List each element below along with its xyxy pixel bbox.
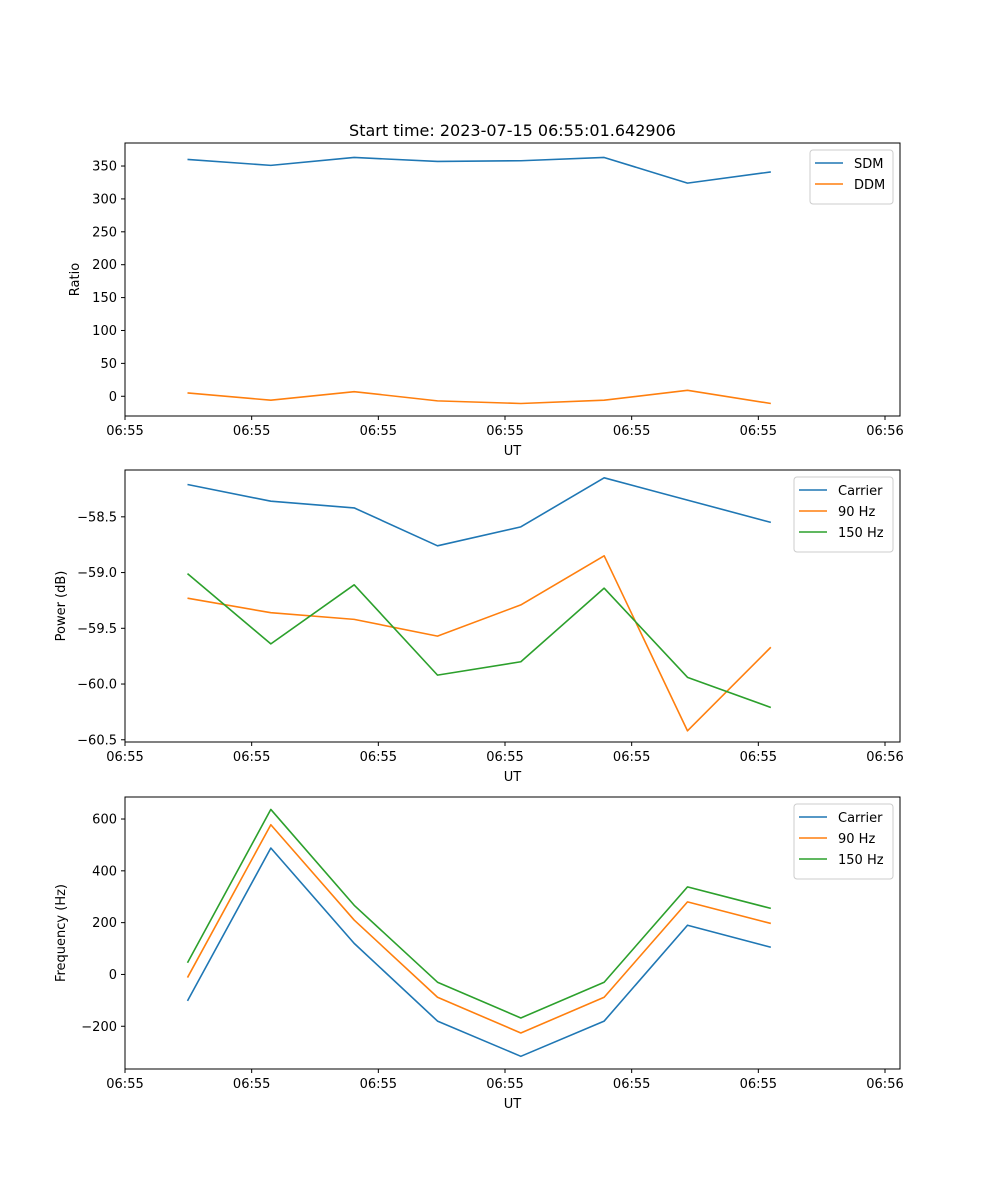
series-line-90-hz [186, 823, 772, 1034]
y-tick-label: 300 [92, 192, 117, 207]
y-tick-label: 150 [92, 291, 117, 306]
x-tick-label: 06:55 [233, 424, 270, 439]
legend-label: SDM [854, 157, 883, 172]
x-axis-label: UT [504, 1097, 522, 1112]
x-axis-label: UT [504, 444, 522, 459]
y-tick-label: −59.0 [77, 566, 117, 581]
plot-frame [124, 796, 901, 1070]
y-tick-label: 100 [92, 324, 117, 339]
x-tick-label: 06:55 [106, 424, 143, 439]
series-line-carrier [187, 476, 772, 547]
y-tick-label: 50 [100, 357, 117, 372]
x-tick-label: 06:55 [360, 750, 397, 765]
y-tick-label: 0 [109, 390, 117, 405]
y-tick-label: −200 [81, 1020, 117, 1035]
legend-label: 90 Hz [838, 832, 875, 847]
x-tick-label: 06:55 [486, 1077, 523, 1092]
series-line-carrier [186, 847, 772, 1058]
x-tick-label: 06:56 [866, 424, 903, 439]
legend-label: 150 Hz [838, 853, 884, 868]
series-line-ddm [187, 389, 771, 405]
series-line-150-hz [186, 573, 772, 709]
x-tick-label: 06:56 [866, 750, 903, 765]
y-tick-label: −58.5 [77, 510, 117, 525]
legend-label: 90 Hz [838, 505, 875, 520]
legend-label: DDM [854, 178, 885, 193]
legend-label: Carrier [838, 484, 883, 499]
y-tick-label: 350 [92, 160, 117, 175]
y-tick-label: 200 [92, 916, 117, 931]
series-line-90-hz [187, 555, 772, 732]
y-tick-label: 400 [92, 864, 117, 879]
legend-label: 150 Hz [838, 526, 884, 541]
x-tick-label: 06:55 [740, 750, 777, 765]
x-tick-label: 06:55 [233, 1077, 270, 1092]
x-tick-label: 06:55 [613, 1077, 650, 1092]
x-tick-label: 06:55 [613, 424, 650, 439]
y-axis-label: Ratio [68, 263, 83, 296]
y-axis-label: Power (dB) [54, 571, 69, 642]
y-tick-label: −59.5 [77, 622, 117, 637]
y-tick-label: 250 [92, 225, 117, 240]
x-tick-label: 06:55 [486, 424, 523, 439]
series-line-150-hz [186, 808, 772, 1019]
legend-box [793, 476, 894, 553]
y-tick-label: −60.0 [77, 678, 117, 693]
x-tick-label: 06:55 [106, 750, 143, 765]
y-tick-label: 200 [92, 258, 117, 273]
legend-label: Carrier [838, 811, 883, 826]
legend-box [793, 803, 894, 880]
chart-title: Start time: 2023-07-15 06:55:01.642906 [349, 121, 676, 140]
plot-frame [124, 142, 901, 417]
x-tick-label: 06:55 [486, 750, 523, 765]
x-tick-label: 06:55 [740, 1077, 777, 1092]
x-tick-label: 06:55 [613, 750, 650, 765]
y-tick-label: 0 [109, 968, 117, 983]
x-tick-label: 06:56 [866, 1077, 903, 1092]
y-tick-label: −60.5 [77, 733, 117, 748]
y-axis-label: Frequency (Hz) [54, 884, 69, 982]
x-tick-label: 06:55 [740, 424, 777, 439]
x-tick-label: 06:55 [106, 1077, 143, 1092]
plot-frame [124, 469, 901, 743]
series-line-sdm [187, 156, 771, 184]
x-axis-label: UT [504, 770, 522, 785]
x-tick-label: 06:55 [233, 750, 270, 765]
y-tick-label: 600 [92, 813, 117, 828]
x-tick-label: 06:55 [360, 1077, 397, 1092]
x-tick-label: 06:55 [360, 424, 397, 439]
